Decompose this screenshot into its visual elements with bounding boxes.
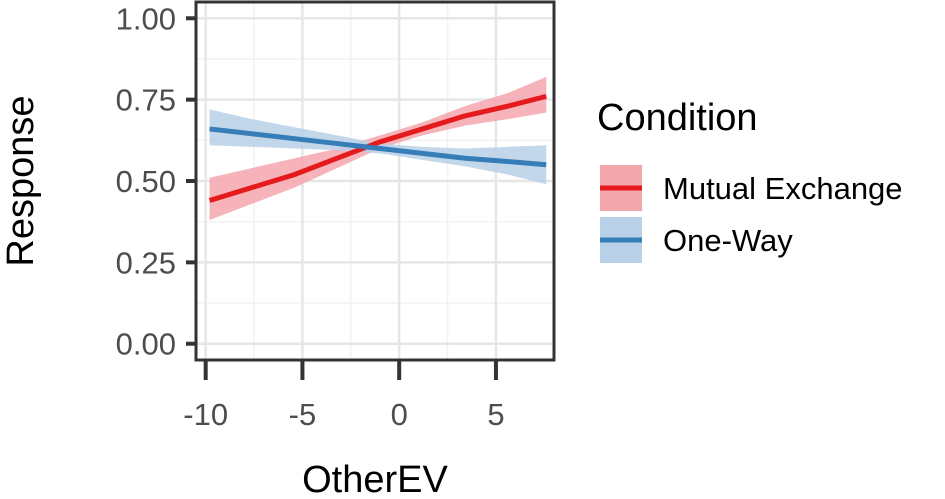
legend-title: Condition <box>597 97 758 139</box>
series-layer <box>208 76 547 221</box>
legend-label-0: Mutual Exchange <box>663 171 903 206</box>
x-tick-label: 5 <box>487 397 504 432</box>
x-tick-label: 0 <box>391 397 408 432</box>
y-tick-label: 1.00 <box>116 1 176 36</box>
axis-layer: 0.00 0.25 0.50 0.75 1.00 -10 -5 0 5 <box>116 1 505 432</box>
y-tick-label: 0.25 <box>116 245 176 280</box>
series-line-0 <box>208 93 547 203</box>
x-tick-label: -5 <box>289 397 317 432</box>
x-tick-label: -10 <box>183 397 228 432</box>
y-tick-label: 0.75 <box>116 83 176 118</box>
legend: Condition Mutual Exchange One-Way <box>597 97 903 263</box>
legend-label-1: One-Way <box>663 223 793 258</box>
x-axis-title: OtherEV <box>302 459 448 499</box>
y-tick-label: 0.00 <box>116 327 176 362</box>
y-tick-label: 0.50 <box>116 164 176 199</box>
series-line-1 <box>209 126 547 168</box>
y-axis-title: Response <box>0 95 42 266</box>
